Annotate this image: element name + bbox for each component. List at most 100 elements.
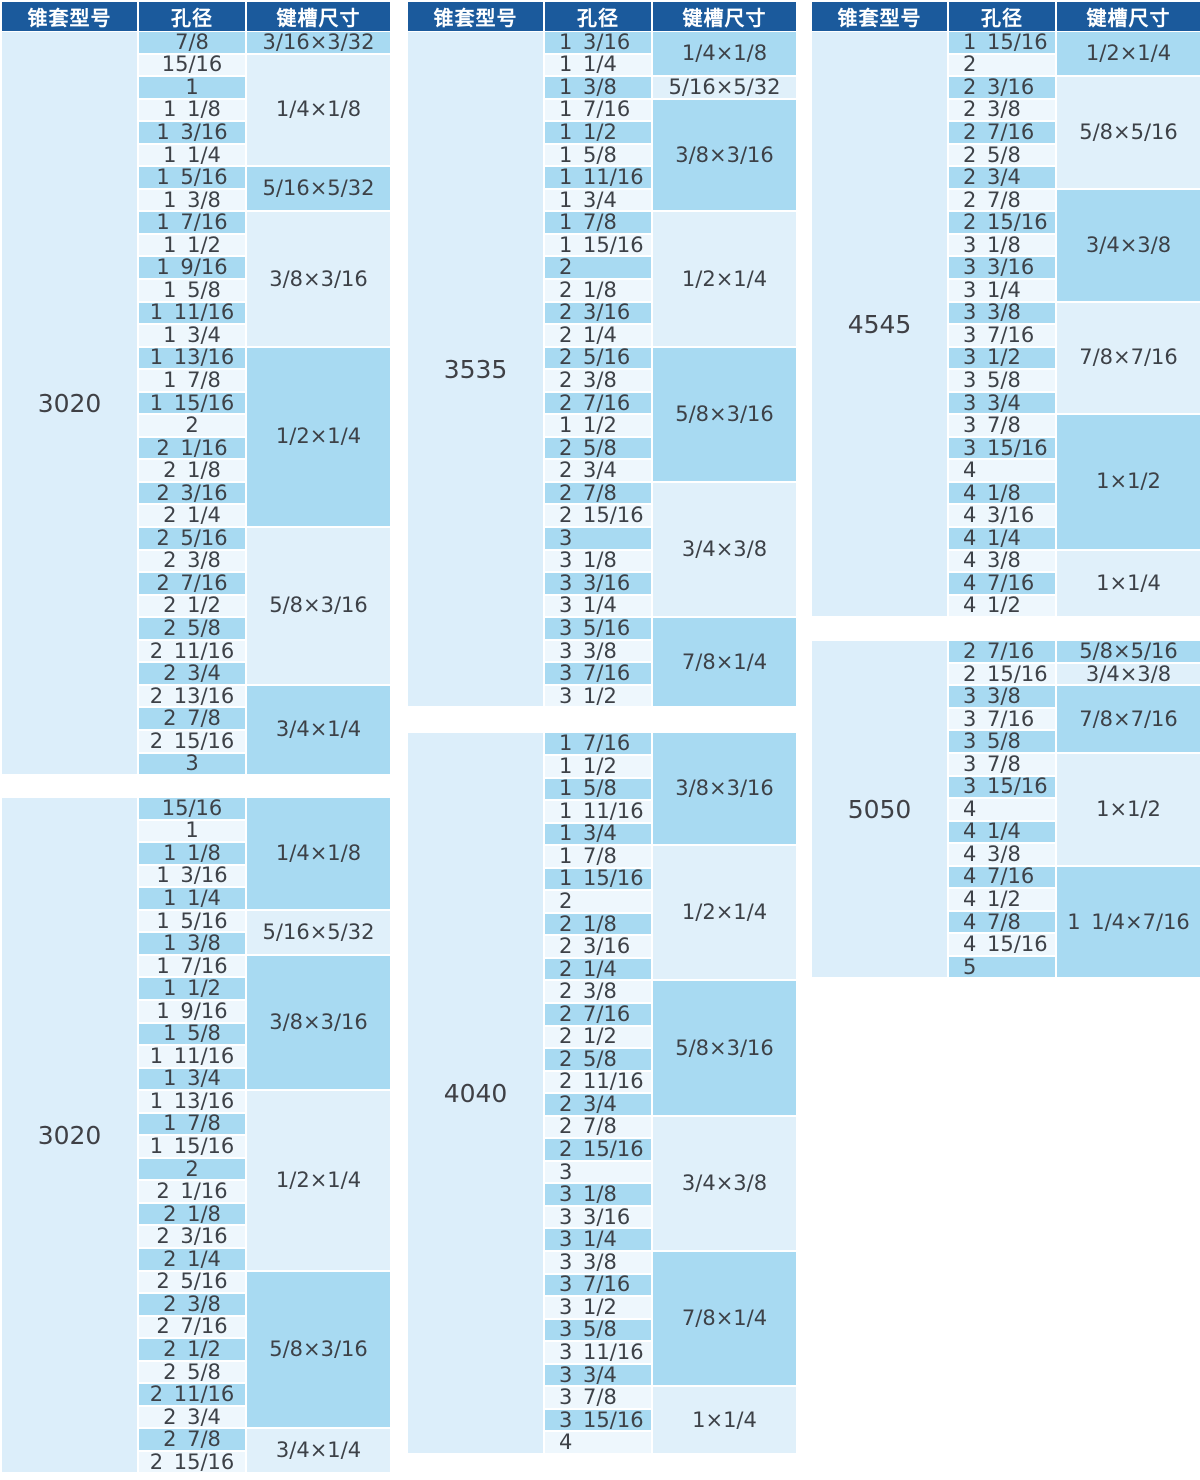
bore-cell: 5 [949, 956, 1055, 978]
bore-cell: 1 15/16 [139, 1136, 245, 1157]
bore-cell: 1 7/16 [545, 733, 651, 754]
bore-cell: 1 15/16 [949, 32, 1055, 53]
table-body: 4545 1/2×1/4 1 15/16 2 5/8×5/16 2 3/16 2 3/8 2 … [812, 32, 1200, 617]
keyway-cell: 7/8×7/16 [1057, 686, 1200, 752]
bore-cell: 2 11/16 [139, 1384, 245, 1405]
bore-cell: 2 3/4 [949, 167, 1055, 188]
header-bore-label: 孔径 [949, 2, 1055, 31]
bore-cell: 1 11/16 [139, 302, 245, 324]
keyway-cell: 3/8×3/16 [247, 212, 390, 346]
bore-cell: 2 5/8 [545, 437, 651, 459]
keyway-cell: 3/16×3/32 [247, 32, 390, 53]
model-cell: 3020 [2, 798, 137, 1473]
keyway-cell: 5/8×3/16 [653, 347, 796, 481]
keyway-cell: 1 1/4×7/16 [1057, 866, 1200, 978]
bore-cell: 2 5/8 [139, 618, 245, 639]
bore-cell: 2 3/16 [949, 77, 1055, 98]
bore-cell: 2 7/16 [949, 122, 1055, 143]
model-cell: 4040 [408, 733, 543, 1453]
bore-cell: 3 3/16 [949, 257, 1055, 279]
header-keyway-label: 键槽尺寸 [653, 2, 796, 31]
keyway-cell: 7/8×7/16 [1057, 302, 1200, 414]
keyway-cell: 3/8×3/16 [247, 955, 390, 1090]
bore-cell: 3 [545, 1161, 651, 1183]
bore-cell: 3 5/8 [949, 370, 1055, 391]
bore-cell: 1 3/16 [139, 865, 245, 887]
bore-cell: 2 1/16 [139, 437, 245, 459]
table-header-row: 锥套型号 孔径 键槽尺寸 [408, 2, 796, 31]
bore-cell: 1 15/16 [139, 392, 245, 414]
bore-cell: 2 [139, 415, 245, 436]
bore-cell: 2 7/16 [139, 573, 245, 594]
bore-cell: 4 1/2 [949, 595, 1055, 617]
bore-cell: 3 [545, 528, 651, 549]
keyway-cell: 1×1/4 [1057, 550, 1200, 617]
bore-cell: 3 3/8 [949, 686, 1055, 707]
model-cell: 5050 [812, 641, 947, 978]
keyway-cell: 5/8×5/16 [1057, 641, 1200, 662]
bore-cell: 4 1/8 [949, 482, 1055, 504]
keyway-cell: 1×1/2 [1057, 753, 1200, 865]
bore-cell: 1 3/4 [139, 325, 245, 346]
header-keyway-label: 键槽尺寸 [247, 2, 390, 31]
keyway-cell: 5/16×5/32 [247, 910, 390, 954]
bore-cell: 3 15/16 [545, 1409, 651, 1431]
bore-cell: 1 3/8 [139, 933, 245, 954]
keyway-cell: 7/8×1/4 [653, 1251, 796, 1386]
bore-cell: 1 1/2 [139, 978, 245, 999]
bore-cell: 3 1/8 [545, 1184, 651, 1205]
bore-cell: 2 1/4 [545, 325, 651, 346]
bore-cell: 1 7/8 [545, 212, 651, 233]
bore-cell: 4 7/16 [949, 866, 1055, 888]
bore-cell: 3 7/8 [949, 753, 1055, 775]
table-body: 3535 1/4×1/8 1 3/16 1 1/4 5/16×5/32 1 3/8 3/8×… [408, 32, 796, 707]
bore-cell: 2 3/16 [545, 936, 651, 957]
bore-cell: 3 3/8 [949, 302, 1055, 324]
bore-cell: 1 5/8 [545, 778, 651, 800]
table-header-row: 锥套型号 孔径 键槽尺寸 [812, 2, 1200, 31]
bore-cell: 1 15/16 [545, 868, 651, 890]
bore-cell: 4 [949, 460, 1055, 481]
bore-cell: 3 5/16 [545, 618, 651, 639]
bore-cell: 4 [949, 799, 1055, 820]
bore-cell: 2 [545, 257, 651, 279]
bore-cell: 2 [545, 891, 651, 912]
table-body: 3020 1/4×1/8 15/16 1 1 1/8 1 3/16 1 1/4 5/16×5/… [2, 798, 390, 1473]
bore-cell: 1 1/2 [545, 415, 651, 436]
table-column-right: 锥套型号 孔径 键槽尺寸 4545 1/2×1/4 1 15/16 2 5/8×5/16 2 3… [812, 2, 1200, 978]
bore-cell: 2 1/2 [545, 1026, 651, 1048]
bore-cell: 2 3/8 [139, 550, 245, 572]
bore-cell: 2 5/8 [545, 1049, 651, 1070]
bore-cell: 3 3/16 [545, 573, 651, 594]
taper-sleeve-table-3020: 锥套型号 孔径 键槽尺寸 3020 3/16×3/32 7/8 1/4×1/8 15/16 1 1… [2, 2, 390, 775]
keyway-cell: 5/8×3/16 [653, 981, 796, 1115]
taper-sleeve-table-5050: 5050 5/8×5/16 2 7/16 3/4×3/8 2 15/16 7/8×7/16… [812, 641, 1200, 978]
keyway-cell: 5/8×3/16 [247, 528, 390, 684]
bore-cell: 3 3/8 [545, 640, 651, 662]
bore-cell: 2 1/4 [139, 505, 245, 527]
bore-cell: 1 5/8 [139, 280, 245, 301]
bore-cell: 2 3/8 [545, 370, 651, 391]
bore-cell: 3 5/8 [545, 1319, 651, 1341]
bore-cell: 2 7/16 [949, 641, 1055, 662]
bore-cell: 1 11/16 [545, 801, 651, 822]
keyway-cell: 3/8×3/16 [653, 99, 796, 211]
header-model-label: 锥套型号 [812, 2, 947, 31]
bore-cell: 1 1/2 [139, 234, 245, 256]
table-column-middle: 锥套型号 孔径 键槽尺寸 3535 1/4×1/8 1 3/16 1 1/4 5/16×5/3… [408, 2, 796, 1453]
bore-cell: 4 7/8 [949, 911, 1055, 933]
bore-cell: 1 1/8 [139, 843, 245, 864]
bore-cell: 4 [545, 1432, 651, 1453]
bore-cell: 3 1/2 [545, 685, 651, 707]
table-header-row: 锥套型号 孔径 键槽尺寸 [2, 2, 390, 31]
bore-cell: 2 1/4 [545, 958, 651, 980]
bore-cell: 2 1/8 [139, 460, 245, 481]
bore-cell: 4 15/16 [949, 934, 1055, 955]
bore-cell: 1 7/8 [545, 846, 651, 867]
model-cell: 3535 [408, 32, 543, 707]
header-model-label: 锥套型号 [408, 2, 543, 31]
bore-cell: 3 1/2 [949, 347, 1055, 369]
bore-cell: 1 3/16 [545, 32, 651, 53]
bore-cell: 3 11/16 [545, 1342, 651, 1363]
bore-cell: 2 3/16 [139, 1226, 245, 1247]
